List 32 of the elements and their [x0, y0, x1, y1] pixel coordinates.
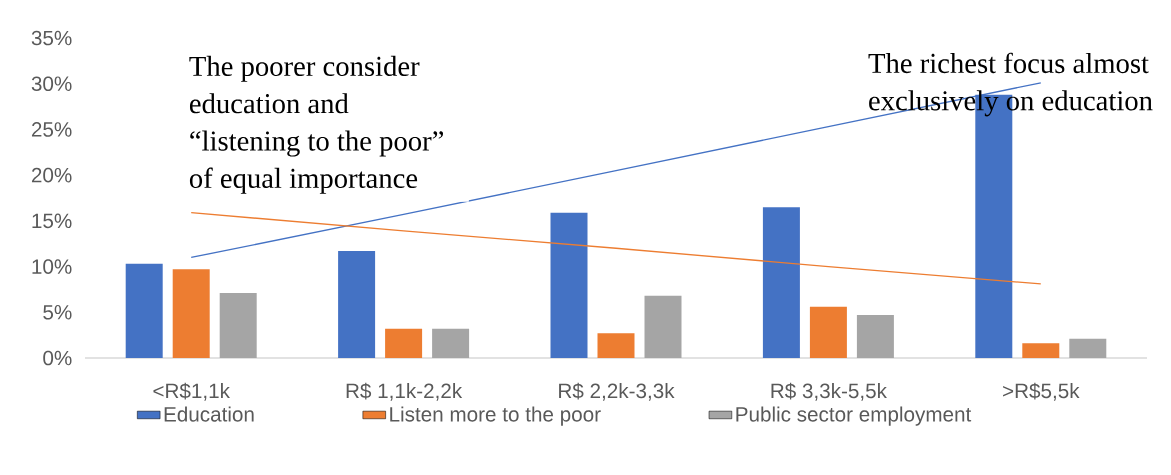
bar	[597, 333, 635, 358]
annotation: The poorer consider education and “listening to the poor” of equal importance	[189, 55, 444, 194]
legend-label: Public sector employment	[736, 406, 972, 426]
bar	[644, 295, 682, 358]
x-tick-label: >R$5,5k	[1003, 382, 1080, 401]
bar	[125, 263, 163, 358]
bar	[385, 328, 423, 358]
y-tick-label: 0%	[43, 350, 72, 366]
y-tick-label: 25%	[31, 122, 72, 137]
bar	[172, 269, 210, 358]
y-tick-label: 10%	[32, 259, 72, 274]
bar	[219, 293, 257, 358]
legend-label: Education	[164, 406, 254, 422]
bar	[550, 212, 588, 358]
x-tick-label: R$ 3,3k-5,5k	[771, 382, 887, 401]
x-tick-label: <R$1,1k	[153, 382, 230, 401]
y-tick-label: 15%	[32, 213, 72, 229]
bar	[1022, 343, 1060, 358]
bar	[856, 315, 894, 358]
x-tick-label: R$ 2,2k-3,3k	[559, 382, 675, 401]
bar	[809, 306, 847, 358]
bar	[1069, 338, 1107, 358]
y-tick-label: 20%	[31, 167, 72, 183]
x-tick-label: R$ 1,1k-2,2k	[346, 382, 463, 401]
bar	[432, 328, 470, 358]
bar	[762, 207, 800, 358]
y-tick-label: 30%	[31, 76, 72, 92]
y-tick-label: 5%	[43, 305, 72, 320]
legend-label: Listen more to the poor	[390, 406, 601, 426]
y-tick-label: 35%	[31, 30, 72, 46]
bar	[338, 251, 376, 358]
line-series	[190, 211, 1042, 285]
